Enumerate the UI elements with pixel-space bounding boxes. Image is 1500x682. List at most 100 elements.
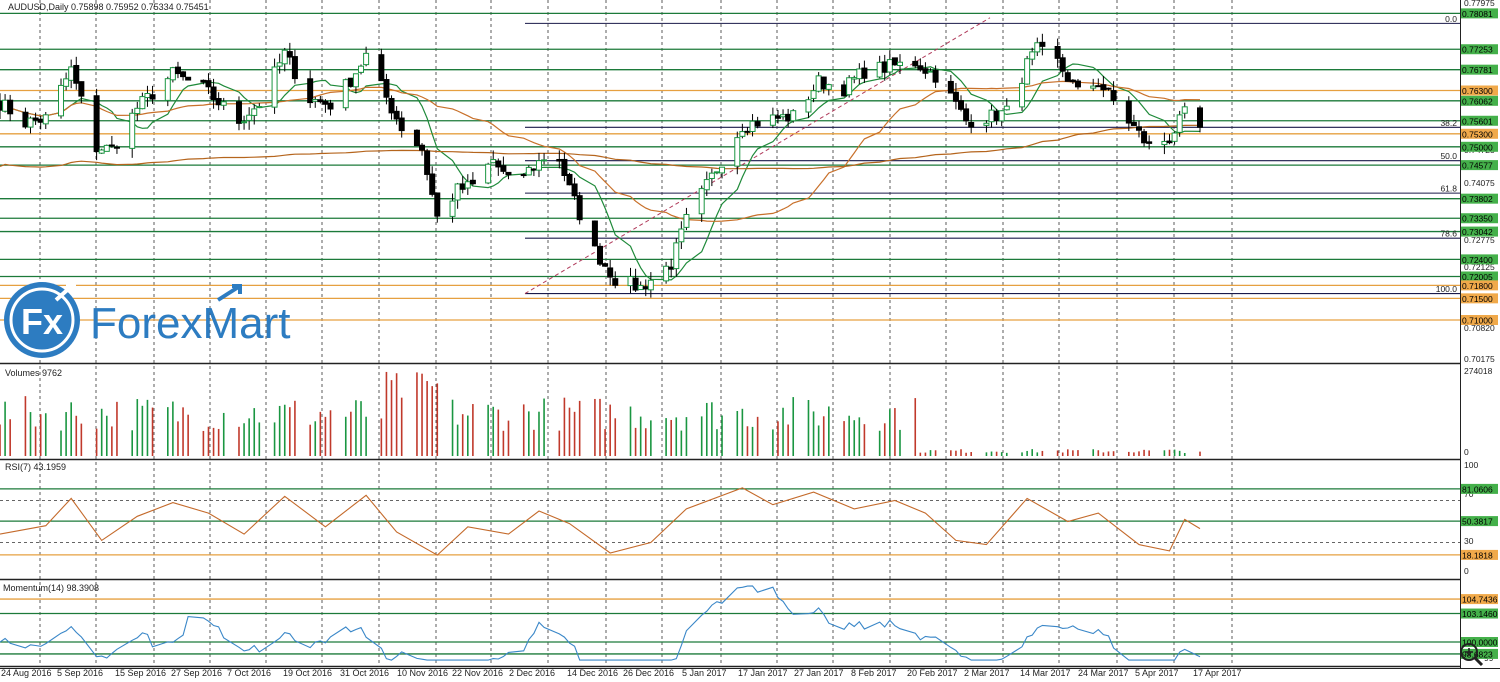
candle-body: [327, 102, 334, 110]
candle-body: [739, 131, 746, 137]
price-label-box: [1461, 85, 1498, 96]
candle-body: [1039, 41, 1046, 47]
candle-body: [169, 67, 176, 81]
volume-tick: 0: [1464, 447, 1469, 457]
candle-body: [876, 61, 883, 78]
price-label-box: [1461, 280, 1498, 291]
candle-body: [734, 137, 741, 167]
candle-body: [891, 57, 898, 66]
candle-body: [1176, 114, 1183, 133]
candle-body: [1029, 51, 1036, 60]
candle-body: [215, 98, 222, 106]
candle-body: [434, 192, 441, 217]
y-tick-label: 0.70175: [1464, 354, 1495, 364]
candle-body: [851, 77, 858, 80]
price-label-box: [1461, 483, 1498, 494]
candle-body: [164, 78, 171, 101]
candle-body: [1054, 46, 1061, 59]
candle-body: [37, 118, 44, 123]
candle-body: [347, 77, 354, 87]
candle-body: [637, 285, 644, 291]
candle-body: [917, 65, 924, 71]
price-label-box: [1461, 95, 1498, 106]
candle-body: [398, 117, 405, 132]
rsi-tick: 30: [1464, 536, 1474, 546]
candle-body: [32, 117, 39, 121]
candle-body: [220, 101, 227, 106]
price-label-text: 0.73042: [1462, 227, 1493, 237]
price-label-box: [1461, 64, 1498, 75]
candle-body: [810, 90, 817, 99]
price-label-box: [1461, 608, 1498, 619]
x-tick-label: 24 Mar 2017: [1078, 668, 1129, 678]
candle-body: [932, 69, 939, 83]
logo-wordmark: ForexMart: [90, 299, 290, 348]
candle-body: [754, 121, 761, 127]
candle-body: [571, 183, 578, 197]
price-label-text: 104.7436: [1462, 595, 1498, 605]
x-tick-label: 31 Oct 2016: [340, 668, 389, 678]
candle-body: [424, 150, 431, 175]
candle-body: [149, 94, 156, 100]
candle-body: [1024, 58, 1031, 85]
candle-body: [42, 114, 49, 125]
fib-level-label: 38.2: [1440, 118, 1457, 128]
candle-body: [363, 52, 370, 66]
magnifier-icon[interactable]: [1460, 643, 1484, 667]
candle-body: [912, 60, 919, 67]
candle-body: [769, 114, 776, 126]
price-label-box: [1461, 193, 1498, 204]
candle-body: [286, 51, 293, 58]
candle-body: [1100, 84, 1107, 91]
candle-body: [307, 78, 314, 104]
candle-body: [632, 277, 639, 291]
x-tick-label: 8 Feb 2017: [851, 668, 897, 678]
x-tick-label: 27 Jan 2017: [794, 668, 844, 678]
candle-body: [1130, 121, 1137, 126]
x-tick-label: 5 Apr 2017: [1135, 668, 1179, 678]
candle-body: [1059, 57, 1066, 72]
price-label-text: 0.76781: [1462, 65, 1493, 75]
price-label-text: 0.75000: [1462, 142, 1493, 152]
candle-body: [490, 159, 497, 164]
candle-body: [642, 286, 649, 290]
candle-body: [790, 110, 797, 122]
x-tick-label: 2 Dec 2016: [509, 668, 555, 678]
candle-body: [561, 158, 568, 177]
x-tick-label: 24 Aug 2016: [1, 668, 52, 678]
candle-body: [520, 174, 527, 177]
candle-body: [358, 65, 365, 73]
candle-body: [1090, 85, 1097, 89]
candle-body: [251, 108, 258, 116]
candle-body: [952, 91, 959, 102]
candle-body: [597, 245, 603, 265]
price-label-box: [1461, 44, 1498, 55]
candle-body: [144, 93, 151, 99]
candle-body: [68, 66, 75, 81]
candle-body: [1074, 80, 1081, 88]
candle-body: [134, 107, 141, 115]
candle-body: [525, 166, 532, 176]
fib-level-label: 50.0: [1440, 151, 1457, 161]
rsi-line: [0, 487, 1201, 556]
price-label-text: 0.76300: [1462, 86, 1493, 96]
candle-body: [429, 173, 436, 195]
candle-body: [1105, 87, 1112, 90]
price-label-text: 0.73802: [1462, 194, 1493, 204]
price-label-box: [1461, 293, 1498, 304]
candle-body: [749, 120, 756, 132]
candle-body: [281, 49, 288, 65]
candle-body: [612, 278, 619, 286]
price-label-text: 0.75300: [1462, 129, 1493, 139]
price-label-box: [1461, 226, 1498, 237]
price-label-text: 103.1460: [1462, 609, 1498, 619]
price-label-text: 100.0000: [1462, 638, 1498, 648]
candle-body: [627, 276, 634, 287]
candle-body: [383, 79, 390, 98]
candle-body: [312, 99, 319, 102]
price-label-text: 50.3817: [1462, 517, 1493, 527]
x-tick-label: 14 Dec 2016: [567, 668, 618, 678]
price-label-text: 0.71500: [1462, 294, 1493, 304]
candle-body: [1141, 131, 1148, 144]
